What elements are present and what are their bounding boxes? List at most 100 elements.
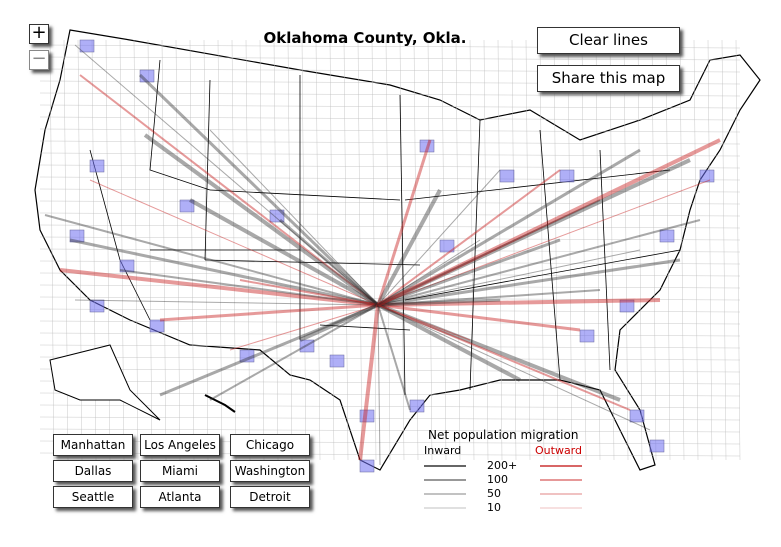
- state-border: [204, 79, 211, 261]
- state-border: [539, 129, 561, 381]
- legend-outward: Outward: [535, 444, 582, 457]
- migration-line: [377, 289, 601, 306]
- migration-line: [377, 303, 521, 382]
- county-border: [39, 212, 741, 217]
- migration-line: [209, 304, 379, 401]
- highlighted-county: [329, 354, 345, 368]
- migration-line: [377, 304, 411, 411]
- county-border: [567, 39, 573, 461]
- highlighted-county: [649, 439, 665, 453]
- highlighted-county: [619, 299, 635, 313]
- county-border: [735, 39, 741, 461]
- legend-inward: Inward: [424, 444, 462, 457]
- city-button[interactable]: Manhattan: [53, 434, 133, 456]
- state-border: [204, 259, 421, 266]
- highlighted-county: [499, 169, 515, 183]
- county-border: [39, 392, 741, 397]
- migration-line: [299, 303, 379, 342]
- county-border: [399, 39, 405, 461]
- highlighted-county: [179, 199, 195, 213]
- county-border: [39, 404, 741, 409]
- migration-line: [239, 279, 379, 306]
- county-border: [39, 428, 741, 433]
- map-title: Oklahoma County, Okla.: [263, 29, 467, 47]
- migration-line: [377, 239, 481, 306]
- migration-line: [79, 74, 379, 306]
- migration-line: [44, 214, 379, 306]
- migration-line: [377, 238, 561, 307]
- county-border: [679, 39, 685, 461]
- county-border: [39, 224, 741, 229]
- city-button[interactable]: Detroit: [230, 486, 310, 508]
- migration-line: [377, 304, 631, 411]
- state-border: [599, 149, 611, 371]
- highlighted-county: [269, 209, 285, 223]
- legend-level: 100: [487, 473, 508, 486]
- highlighted-county: [419, 139, 435, 153]
- migration-line: [59, 268, 379, 307]
- migration-line: [377, 303, 581, 332]
- legend-level: 50: [487, 487, 501, 500]
- county-border: [343, 39, 349, 461]
- city-button[interactable]: Miami: [140, 460, 220, 482]
- county-border: [39, 56, 741, 61]
- county-border: [637, 39, 643, 461]
- state-border: [404, 169, 671, 201]
- city-button[interactable]: Seattle: [53, 486, 133, 508]
- county-border: [133, 39, 139, 461]
- city-button[interactable]: Dallas: [53, 460, 133, 482]
- highlighted-county: [579, 329, 595, 343]
- zoom-out[interactable]: −: [29, 50, 49, 70]
- county-border: [595, 39, 601, 461]
- migration-line: [377, 138, 721, 307]
- migration-line: [159, 303, 379, 397]
- us-outline: [34, 29, 761, 471]
- highlighted-county: [119, 259, 135, 273]
- share-button[interactable]: Share this map: [537, 65, 680, 92]
- county-border: [651, 39, 657, 461]
- county-border: [483, 39, 489, 461]
- county-border: [39, 380, 741, 385]
- county-border: [525, 39, 531, 461]
- state-border: [149, 59, 211, 191]
- zoom-in[interactable]: +: [29, 24, 49, 44]
- migration-line: [377, 303, 621, 402]
- highlighted-county: [659, 229, 675, 243]
- county-border: [721, 39, 727, 461]
- migration-line: [74, 44, 379, 306]
- state-border: [404, 249, 681, 301]
- city-button[interactable]: Los Angeles: [140, 434, 220, 456]
- county-border: [665, 39, 671, 461]
- county-border: [371, 39, 377, 461]
- migration-line: [74, 299, 379, 306]
- county-border: [39, 332, 741, 337]
- county-border: [39, 344, 741, 349]
- state-border: [319, 324, 411, 331]
- migration-line: [376, 189, 442, 306]
- clear-lines-button[interactable]: Clear lines: [537, 27, 680, 54]
- county-border: [39, 368, 741, 373]
- highlighted-county: [439, 239, 455, 253]
- city-button[interactable]: Chicago: [230, 434, 310, 456]
- city-button[interactable]: Atlanta: [140, 486, 220, 508]
- county-border: [511, 39, 517, 461]
- migration-line: [189, 198, 379, 307]
- county-border: [39, 248, 741, 253]
- state-border: [469, 119, 481, 391]
- highlighted-county: [239, 349, 255, 363]
- migration-line: [377, 298, 661, 307]
- county-border: [497, 39, 503, 461]
- city-button[interactable]: Washington: [230, 460, 310, 482]
- highlighted-county: [89, 159, 105, 173]
- county-border: [39, 116, 741, 121]
- highlighted-county: [139, 69, 155, 83]
- legend-level: 200+: [487, 459, 518, 472]
- county-border: [427, 39, 433, 461]
- county-border: [39, 164, 741, 169]
- county-border: [623, 39, 629, 461]
- migration-line: [159, 303, 379, 322]
- migration-line: [377, 158, 691, 307]
- highlighted-county: [409, 399, 425, 413]
- county-border: [39, 260, 741, 265]
